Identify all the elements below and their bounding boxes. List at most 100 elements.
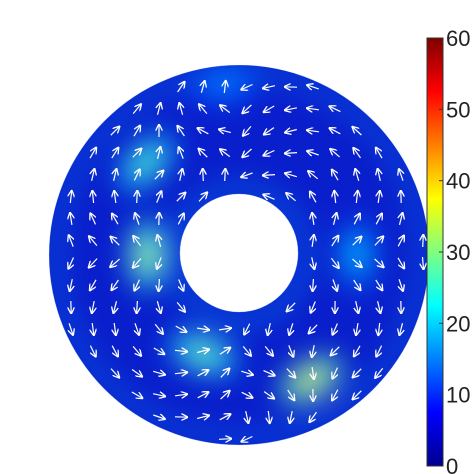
colorbar-tick-label: 0	[446, 454, 458, 474]
velocity-arrow	[263, 391, 274, 399]
velocity-arrow	[219, 414, 231, 421]
velocity-arrow	[70, 191, 71, 204]
velocity-arrow	[132, 149, 141, 158]
velocity-arrow	[89, 148, 96, 159]
velocity-arrow	[312, 367, 314, 379]
velocity-arrow	[263, 175, 276, 176]
velocity-arrow	[179, 147, 183, 159]
velocity-arrow	[308, 171, 319, 180]
velocity-arrow	[242, 437, 253, 442]
velocity-arrow	[264, 105, 275, 112]
velocity-arrow	[197, 328, 209, 330]
velocity-arrow	[154, 323, 163, 333]
velocity-arrow	[241, 173, 253, 177]
velocity-arrow	[355, 169, 358, 181]
velocity-arrow	[307, 151, 319, 155]
velocity-arrow	[310, 192, 317, 203]
velocity-arrow	[285, 108, 298, 110]
velocity-arrow	[203, 169, 204, 182]
velocity-arrow	[244, 323, 251, 335]
colorbar-tick-label: 20	[446, 311, 470, 336]
velocity-arrow	[219, 129, 231, 132]
velocity-arrow	[70, 213, 72, 225]
velocity-arrow	[246, 410, 249, 423]
velocity-arrow	[330, 257, 338, 268]
velocity-arrow	[356, 191, 357, 204]
velocity-arrow	[333, 323, 338, 335]
velocity-arrow	[376, 148, 383, 159]
velocity-arrow	[375, 367, 384, 377]
velocity-arrow	[177, 214, 183, 225]
velocity-arrow	[264, 346, 273, 355]
velocity-arrow	[89, 236, 98, 246]
velocity-arrow	[356, 300, 359, 313]
boundary-layer	[51, 67, 427, 443]
velocity-arrow	[90, 279, 97, 290]
velocity-arrow	[132, 104, 141, 114]
velocity-arrow	[175, 394, 187, 396]
velocity-arrow	[92, 169, 95, 181]
velocity-arrow	[397, 236, 404, 247]
velocity-arrow	[353, 368, 362, 377]
velocity-arrow	[137, 300, 138, 313]
velocity-arrow	[135, 279, 140, 291]
velocity-arrow	[134, 170, 139, 181]
velocity-arrow	[243, 126, 252, 135]
velocity-arrow	[268, 322, 271, 335]
velocity-arrow	[135, 323, 139, 334]
colorbar-ticks: 0 10 20 30 40 50 60	[439, 26, 470, 474]
velocity-arrow	[91, 214, 96, 225]
velocity-arrow	[197, 416, 209, 419]
velocity-arrow	[92, 300, 94, 313]
velocity-arrow	[333, 367, 338, 379]
velocity-arrow	[354, 345, 361, 356]
velocity-arrow	[356, 322, 358, 335]
velocity-arrow	[310, 411, 317, 422]
velocity-arrow	[137, 191, 138, 204]
velocity-arrow	[197, 370, 209, 377]
velocity-arrow	[92, 191, 93, 204]
annulus-outline	[48, 64, 430, 446]
velocity-arrow	[114, 301, 117, 313]
velocity-arrow	[133, 258, 142, 268]
velocity-arrow	[110, 258, 120, 267]
velocity-arrow	[376, 345, 381, 357]
velocity-arrow	[218, 439, 231, 440]
velocity-arrow	[114, 323, 116, 335]
velocity-arrow	[399, 279, 403, 290]
velocity-arrow	[153, 415, 164, 419]
velocity-arrow	[219, 328, 231, 330]
velocity-arrow	[311, 301, 316, 313]
velocity-arrow	[159, 278, 160, 291]
velocity-arrow	[312, 344, 314, 357]
velocity-arrow	[400, 323, 403, 335]
velocity-arrow	[374, 237, 383, 246]
colorbar: 0 10 20 30 40 50 60	[426, 26, 470, 474]
velocity-arrow	[330, 106, 341, 111]
velocity-arrow	[114, 191, 116, 203]
velocity-arrow	[352, 258, 362, 267]
velocity-arrow	[375, 279, 382, 290]
velocity-arrow	[313, 278, 314, 291]
velocity-arrow	[220, 105, 231, 114]
velocity-arrow	[158, 147, 161, 159]
colorbar-tick-label: 30	[446, 240, 470, 265]
velocity-arrow	[264, 127, 275, 135]
velocity-arrow	[333, 279, 337, 290]
velocity-arrow	[69, 323, 73, 334]
velocity-arrow	[110, 368, 119, 378]
velocity-arrow	[268, 410, 269, 423]
velocity-arrow	[114, 169, 117, 181]
velocity-arrow	[176, 193, 185, 202]
velocity-arrow	[307, 85, 319, 89]
velocity-arrow	[111, 148, 118, 159]
velocity-arrow	[157, 235, 160, 247]
velocity-arrow	[110, 127, 119, 136]
velocity-arrow	[179, 103, 182, 115]
velocity-arrow	[111, 237, 120, 246]
velocity-arrow	[225, 169, 226, 182]
velocity-arrow	[135, 213, 139, 225]
velocity-arrow	[353, 390, 362, 399]
velocity-arrow	[332, 389, 339, 401]
